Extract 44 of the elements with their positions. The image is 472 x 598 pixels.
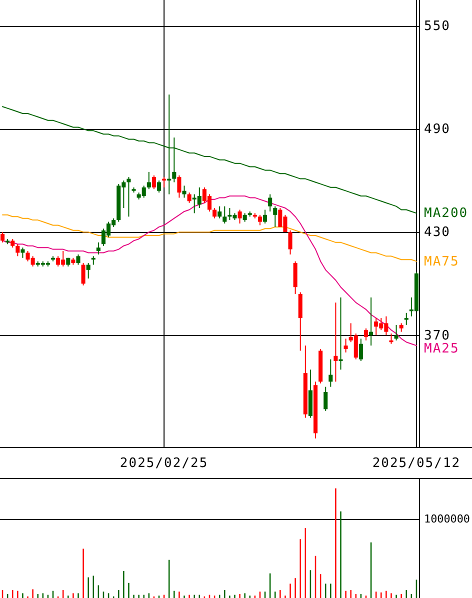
candlestick (344, 338, 348, 353)
candlestick (389, 333, 394, 344)
x-tick-label: 2025/05/12 (372, 456, 461, 470)
candlestick (288, 230, 292, 255)
candlestick (218, 206, 222, 219)
candlestick (157, 180, 162, 194)
candlestick (404, 312, 408, 326)
candlestick (364, 328, 368, 341)
candlestick (369, 296, 374, 346)
candlestick (182, 185, 186, 198)
candlestick (258, 214, 262, 226)
candlestick (146, 171, 151, 190)
candlestick (177, 174, 182, 198)
series-label: MA200 (424, 206, 468, 221)
line-series (2, 214, 417, 262)
x-tick-label: 2025/02/25 (120, 456, 208, 470)
candlestick (238, 209, 242, 224)
candlestick (172, 137, 176, 183)
candlestick (338, 296, 343, 370)
candlestick (358, 338, 363, 362)
candlestick (268, 194, 272, 212)
candlestick (334, 302, 338, 382)
candlestick (328, 358, 333, 388)
candlestick (324, 386, 328, 412)
y-tick-label: 1000000 (424, 512, 470, 526)
line-series (2, 195, 417, 346)
candlestick (76, 254, 80, 266)
candlestick (81, 262, 86, 286)
candlestick (187, 192, 192, 204)
candlestick (212, 208, 217, 219)
candlestick (96, 242, 100, 255)
y-tick-label: 550 (424, 18, 450, 34)
candlestick (273, 206, 278, 228)
candlestick (222, 206, 227, 224)
candlestick (16, 244, 20, 257)
candlestick (0, 232, 5, 243)
candlestick (152, 174, 156, 190)
y-tick-label: 370 (424, 328, 450, 343)
candlestick (263, 209, 268, 224)
y-tick-label: 490 (424, 121, 450, 136)
y-tick-label: 430 (424, 224, 450, 240)
series-label: MA25 (424, 340, 460, 356)
candlestick (86, 262, 90, 280)
series-label: MA75 (424, 254, 460, 269)
